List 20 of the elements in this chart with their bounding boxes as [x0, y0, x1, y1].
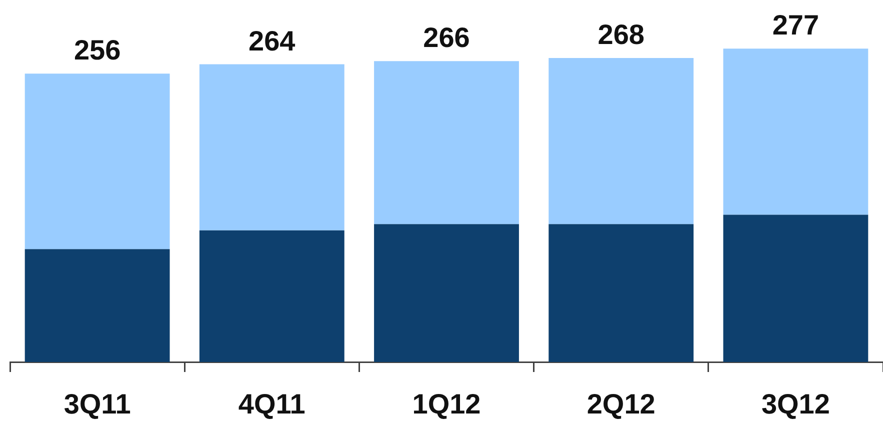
x-tick-label: 4Q11	[238, 388, 306, 420]
bar	[199, 230, 344, 362]
x-tick-label: 3Q12	[761, 388, 830, 420]
bar	[723, 48, 868, 215]
bar	[548, 224, 694, 362]
bar	[548, 58, 694, 224]
bar	[723, 214, 868, 362]
x-tick-label: 2Q12	[586, 388, 656, 420]
x-tick-label: 1Q12	[412, 388, 481, 420]
bar	[199, 64, 344, 230]
annotation: 264	[248, 25, 296, 56]
annotation: 266	[423, 22, 470, 54]
annotation: 256	[74, 34, 121, 66]
bar	[24, 74, 170, 250]
annotation: 268	[598, 18, 644, 50]
annotation: 277	[772, 10, 820, 41]
x-tick-label: 3Q11	[64, 388, 131, 420]
bar	[24, 249, 170, 362]
bar	[374, 61, 519, 224]
bar	[374, 224, 519, 362]
